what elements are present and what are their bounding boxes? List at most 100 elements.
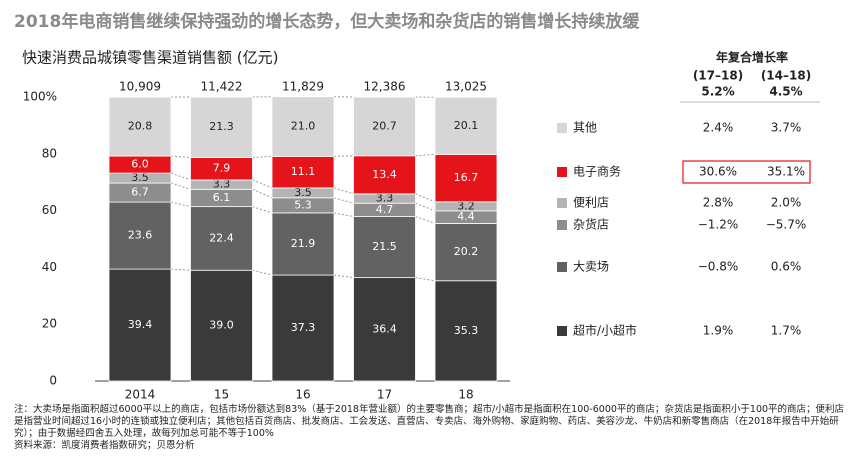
total-label: 13,025: [445, 80, 487, 94]
segment-label: 36.4: [372, 322, 397, 335]
total-label: 11,422: [201, 80, 243, 94]
connector: [252, 188, 273, 199]
bar-segment: [190, 96, 253, 158]
cagr-total: 5.2%: [701, 85, 734, 99]
connector: [333, 212, 354, 218]
cagr-value: 2.0%: [771, 196, 802, 210]
bar-segment: [190, 269, 253, 382]
source: 资料来源：凯度消费者指数研究；贝恩分析: [14, 440, 195, 451]
legend-swatch: [557, 167, 567, 177]
y-tick-label: 60: [42, 203, 57, 217]
segment-label: 23.6: [128, 229, 153, 242]
connector: [415, 202, 436, 212]
bar-segment: [271, 155, 335, 189]
connector: [170, 155, 191, 158]
bar-segment: [108, 201, 172, 270]
bar-segment: [108, 96, 172, 157]
connector: [252, 179, 273, 189]
bar-segment: [353, 155, 416, 195]
legend-label: 杂货店: [573, 217, 609, 232]
segment-label: 6.0: [131, 158, 149, 171]
bar-segment: [271, 274, 335, 382]
bar-segment: [108, 268, 172, 382]
cagr-value: 30.6%: [699, 165, 737, 179]
segment-label: 21.0: [291, 120, 316, 133]
bar-segment: [353, 96, 416, 157]
legend-swatch: [557, 198, 567, 208]
segment-label: 20.8: [128, 120, 153, 133]
segment-label: 11.1: [291, 165, 316, 178]
segment-label: 39.0: [209, 319, 234, 332]
cagr-total: 4.5%: [769, 85, 802, 99]
segment-label: 3.2: [457, 199, 475, 212]
footnote: 注：大卖场是指面积超过6000平以上的商店，包括市场份额达到83%（基于2018…: [14, 404, 850, 452]
segment-label: 7.9: [213, 162, 231, 175]
legend-label: 超市/小超市: [573, 323, 637, 338]
legend-label: 电子商务: [573, 164, 621, 179]
note: 注：大卖场是指面积超过6000平以上的商店，包括市场份额达到83%（基于2018…: [14, 404, 845, 439]
x-tick-label: 17: [377, 388, 392, 401]
connector: [252, 269, 273, 276]
segment-label: 3.3: [213, 178, 231, 191]
segment-label: 35.3: [454, 324, 479, 337]
legend-swatch: [557, 123, 567, 133]
cagr-value: −0.8%: [698, 260, 739, 274]
legend-swatch: [557, 220, 567, 230]
segment-label: 39.4: [128, 318, 153, 331]
connector: [333, 274, 354, 279]
segment-label: 21.5: [372, 240, 397, 253]
connector: [415, 193, 436, 203]
segment-label: 20.1: [454, 119, 479, 132]
y-tick-label: 100%: [23, 90, 57, 104]
bar-segment: [271, 212, 335, 276]
segment-label: 6.7: [131, 186, 149, 199]
cagr-value: 2.4%: [703, 121, 734, 135]
connector: [333, 197, 354, 204]
legend-label: 便利店: [573, 196, 609, 210]
segment-label: 21.3: [209, 120, 234, 133]
cagr-value: 35.1%: [767, 165, 805, 179]
legend-label: 大卖场: [573, 260, 609, 274]
cagr-value: 0.6%: [771, 260, 802, 274]
total-label: 12,386: [364, 80, 406, 94]
segment-label: 22.4: [209, 231, 234, 244]
cagr-period: (14–18): [761, 69, 811, 83]
connector: [333, 187, 354, 195]
y-tick-label: 0: [49, 374, 57, 388]
segment-label: 20.2: [454, 245, 479, 258]
connector: [415, 216, 436, 224]
cagr-value: 3.7%: [771, 121, 802, 135]
highlight-box: [682, 160, 811, 184]
x-tick-label: 2014: [125, 388, 156, 401]
segment-label: 3.3: [376, 192, 394, 205]
connector: [170, 201, 191, 208]
y-tick-label: 80: [42, 146, 57, 160]
connector: [415, 277, 436, 282]
chart: 2018年电商销售继续保持强劲的增长态势，但大卖场和杂货店的销售增长持续放缓 快…: [14, 11, 820, 401]
x-tick-label: 15: [214, 388, 229, 401]
bar-segment: [434, 96, 498, 155]
chart-title: 2018年电商销售继续保持强劲的增长态势，但大卖场和杂货店的销售增长持续放缓: [14, 11, 640, 32]
cagr-value: 1.7%: [771, 324, 802, 338]
connector: [170, 182, 191, 190]
total-label: 10,909: [119, 80, 161, 94]
segment-label: 4.4: [457, 210, 475, 223]
segment-label: 3.5: [294, 186, 312, 199]
segment-label: 20.7: [372, 119, 397, 132]
segment-label: 37.3: [291, 321, 316, 334]
segment-label: 3.5: [131, 171, 149, 184]
segment-label: 4.7: [376, 203, 394, 216]
cagr-value: −1.2%: [698, 218, 739, 232]
legend-swatch: [557, 262, 567, 272]
bar-segment: [271, 96, 335, 157]
segment-label: 13.4: [372, 168, 397, 181]
bar-segment: [353, 216, 416, 279]
connector: [252, 206, 273, 214]
legend-label: 其他: [573, 121, 597, 135]
connector: [252, 155, 273, 158]
connector: [333, 155, 354, 157]
cagr-title: 年复合增长率: [716, 50, 788, 65]
segment-label: 21.9: [291, 237, 316, 250]
bar-segment: [190, 206, 253, 271]
